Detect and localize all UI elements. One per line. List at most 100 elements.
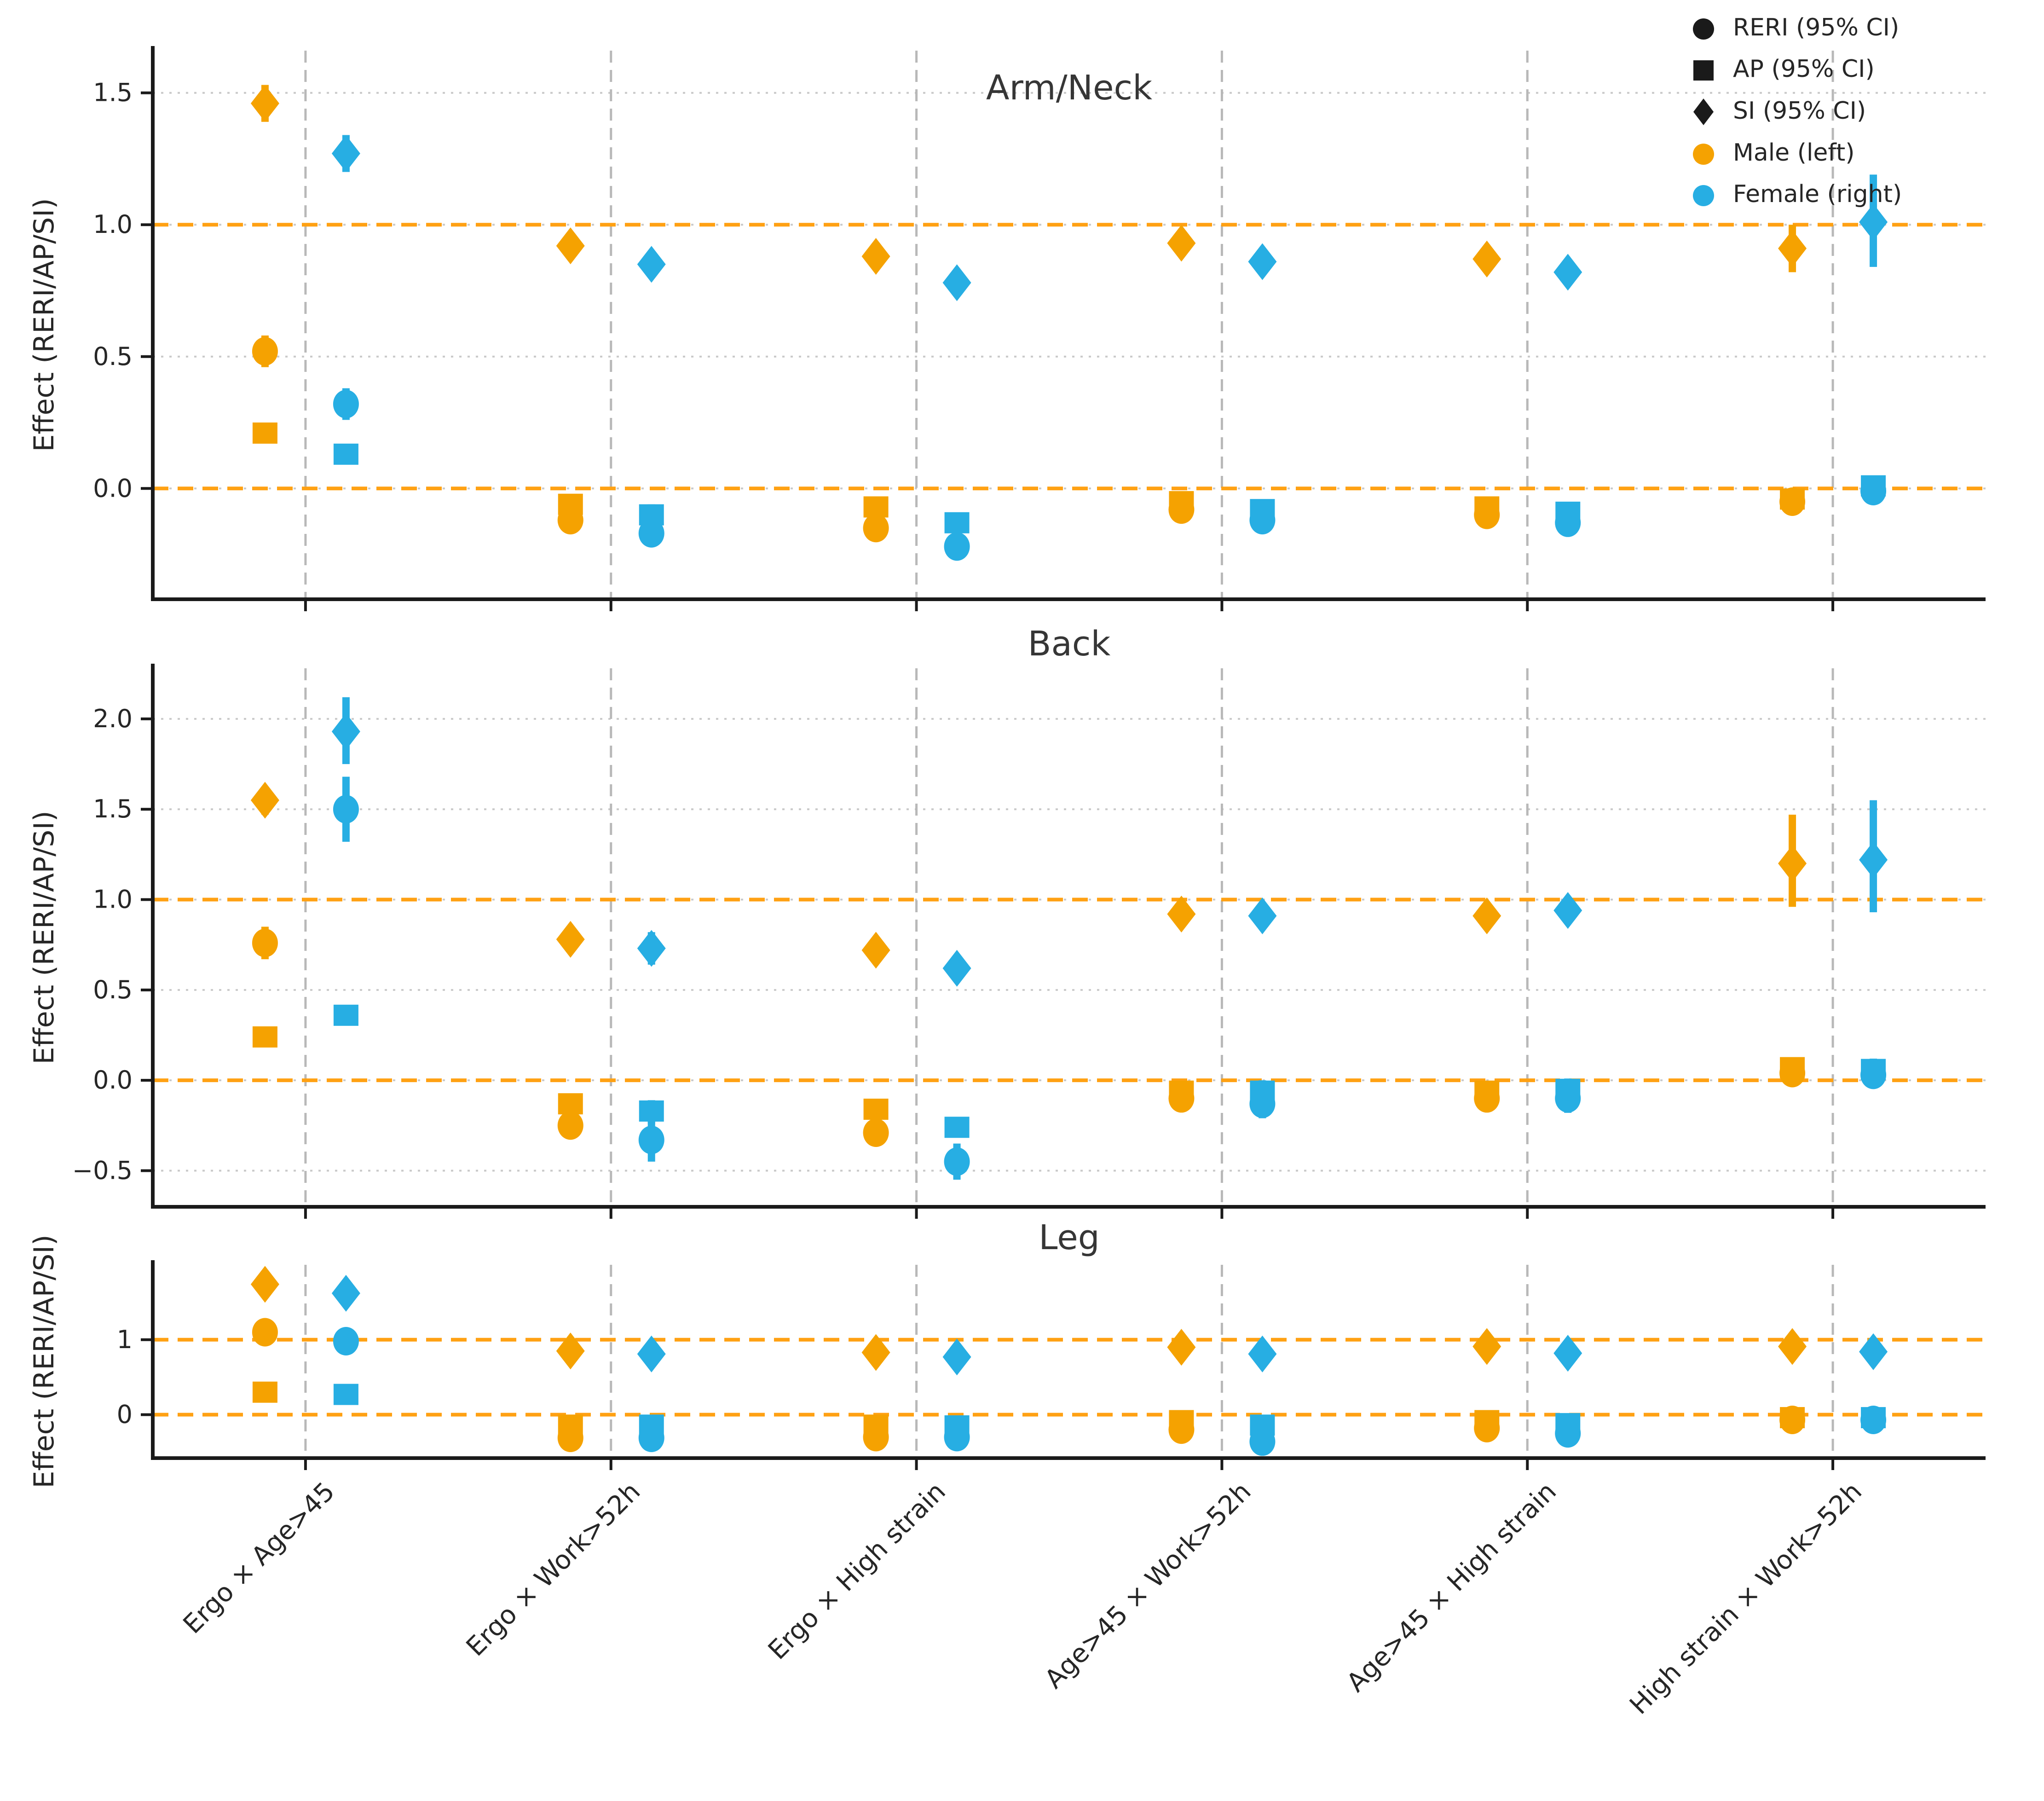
legend-label: SI (95% CI) [1733,97,1866,125]
reri-marker-male [252,1318,278,1347]
si-marker-male [861,932,890,969]
ap-marker-male [1780,1407,1805,1429]
reri-marker-male [863,514,889,543]
si-marker-female [942,264,971,301]
si-marker-male [1167,225,1196,262]
ap-marker-female [944,1117,970,1138]
ap-marker-male [252,1381,277,1403]
ap-marker-male [1474,496,1500,518]
si-marker-female [1248,1335,1277,1372]
si-marker-female [1553,254,1582,291]
reri-marker-female [944,1147,970,1176]
y-axis-label-back: Effect (RERI/AP/SI) [28,811,60,1065]
y-axis-label-arm-neck: Effect (RERI/AP/SI) [28,198,60,452]
y-tick-label: 0.5 [93,342,133,371]
legend-label: AP (95% CI) [1733,55,1875,83]
ap-marker-female [333,1384,358,1405]
si-marker-female [1553,1335,1582,1372]
si-marker-female [637,1335,666,1372]
reri-marker-male [252,337,278,366]
panel-title-back: Back [1028,624,1111,664]
ap-marker-male [1474,1080,1500,1102]
panel-title-arm-neck: Arm/Neck [986,68,1153,108]
si-marker-male [1167,1329,1196,1366]
legend: RERI (95% CI) AP (95% CI) SI (95% CI) Ma… [1690,14,1902,208]
si-marker-female [1248,897,1277,934]
legend-item-reri: RERI (95% CI) [1690,14,1902,41]
reri-marker-female [333,389,359,418]
reri-marker-male [252,928,278,957]
ap-marker-male [863,496,889,518]
si-marker-female [331,713,360,750]
reri-circle-icon [1690,14,1717,41]
si-marker-female [1859,1333,1888,1370]
y-tick-label: 1.5 [93,78,133,107]
ap-marker-male [558,493,583,515]
si-marker-male [250,782,279,819]
si-marker-female [1553,892,1582,929]
si-marker-male [556,921,585,958]
si-diamond-icon [1690,97,1717,125]
si-marker-male [1778,845,1807,882]
legend-label: Female (right) [1733,180,1902,208]
reri-marker-female [944,532,970,561]
si-marker-male [861,238,890,275]
ap-marker-male [558,1414,583,1436]
si-marker-female [942,1338,971,1376]
ap-marker-female [1555,501,1581,523]
ap-marker-female [333,1004,358,1026]
ap-marker-male [1780,1057,1805,1078]
reri-marker-female [333,1327,359,1356]
si-marker-female [637,246,666,283]
reri-marker-female [333,795,359,824]
legend-item-female: Female (right) [1690,180,1902,208]
y-tick-label: 0.0 [93,474,133,503]
y-tick-label: 0.5 [93,975,133,1004]
ap-marker-female [1861,1407,1886,1429]
y-axis-label-leg: Effect (RERI/AP/SI) [28,1234,60,1488]
ap-marker-female [333,443,358,465]
ap-marker-male [1169,491,1194,512]
si-marker-male [1167,895,1196,932]
reri-marker-male [863,1118,889,1147]
si-marker-male [250,85,279,122]
si-marker-male [556,227,585,265]
ap-marker-male [1474,1410,1500,1431]
si-marker-female [637,930,666,967]
ap-marker-female [1250,1080,1275,1102]
ap-marker-female [1555,1413,1581,1435]
ap-marker-male [252,1026,277,1048]
ap-marker-male [863,1414,889,1436]
ap-marker-female [639,1100,664,1122]
si-marker-female [1859,203,1888,241]
y-tick-label: 1.0 [93,210,133,239]
si-marker-male [1778,1328,1807,1365]
panel-title-leg: Leg [1039,1218,1100,1257]
male-circle-icon [1690,139,1717,167]
si-marker-female [331,135,360,172]
ap-square-icon [1690,55,1717,83]
si-marker-female [1859,841,1888,879]
legend-item-si: SI (95% CI) [1690,97,1902,125]
y-tick-label: 1.5 [93,794,133,823]
si-marker-female [1248,243,1277,280]
ap-marker-female [1250,499,1275,521]
ap-marker-male [1169,1410,1194,1431]
ap-marker-male [1169,1080,1194,1102]
y-tick-label: −0.5 [72,1156,133,1185]
y-tick-label: 0.0 [93,1066,133,1094]
ap-marker-female [944,512,970,533]
ap-marker-male [863,1098,889,1120]
si-marker-female [942,950,971,987]
si-marker-male [556,1332,585,1370]
si-marker-male [250,1266,279,1303]
y-tick-label: 0 [117,1400,133,1429]
ap-marker-female [1861,1059,1886,1080]
si-marker-female [331,1274,360,1312]
ap-marker-male [558,1093,583,1115]
legend-label: Male (left) [1733,139,1855,167]
ap-marker-female [1555,1078,1581,1100]
si-marker-male [1778,230,1807,267]
reri-marker-female [638,519,664,548]
